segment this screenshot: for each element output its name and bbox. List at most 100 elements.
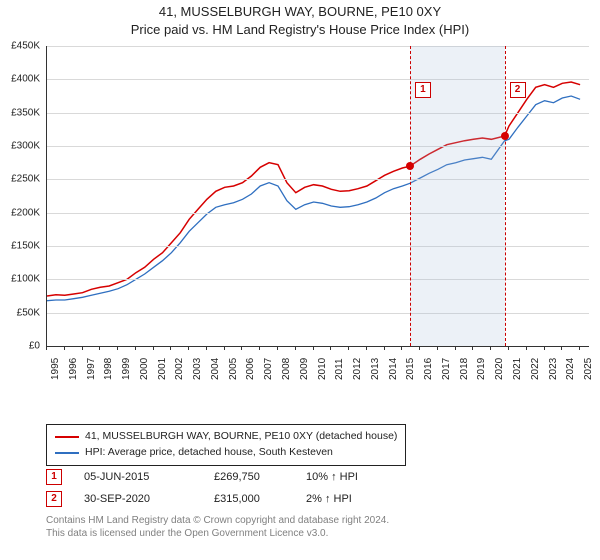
y-axis-label: £450K	[0, 41, 40, 52]
x-axis-label: 2004	[210, 358, 221, 380]
x-tick	[313, 346, 314, 350]
x-tick	[419, 346, 420, 350]
gridline	[47, 79, 589, 80]
x-tick	[455, 346, 456, 350]
footer-line1: Contains HM Land Registry data © Crown c…	[46, 514, 389, 527]
x-axis-label: 2017	[441, 358, 452, 380]
x-tick	[82, 346, 83, 350]
x-axis-label: 1998	[103, 358, 114, 380]
gridline	[47, 213, 589, 214]
sale-price: £269,750	[214, 471, 306, 483]
x-axis-label: 2021	[512, 358, 523, 380]
y-axis-label: £350K	[0, 107, 40, 118]
x-axis-label: 2001	[157, 358, 168, 380]
sales-row: 1 05-JUN-2015 £269,750 10% ↑ HPI	[46, 466, 406, 488]
x-axis-label: 2010	[317, 358, 328, 380]
x-tick	[64, 346, 65, 350]
gridline	[47, 313, 589, 314]
x-axis-label: 2014	[388, 358, 399, 380]
x-axis-label: 2009	[299, 358, 310, 380]
chart-title-sub: Price paid vs. HM Land Registry's House …	[0, 20, 600, 38]
x-tick	[490, 346, 491, 350]
x-tick	[241, 346, 242, 350]
x-axis-label: 2008	[281, 358, 292, 380]
x-axis-label: 2024	[565, 358, 576, 380]
sale-date: 30-SEP-2020	[84, 493, 214, 505]
sale-delta: 2% ↑ HPI	[306, 493, 406, 505]
x-axis-label: 2022	[530, 358, 541, 380]
x-axis-label: 2015	[405, 358, 416, 380]
footer-line2: This data is licensed under the Open Gov…	[46, 527, 389, 540]
line-svg	[47, 46, 589, 346]
x-tick	[366, 346, 367, 350]
x-tick	[188, 346, 189, 350]
legend-item: 41, MUSSELBURGH WAY, BOURNE, PE10 0XY (d…	[55, 429, 397, 445]
x-tick	[561, 346, 562, 350]
x-axis-label: 2013	[370, 358, 381, 380]
legend: 41, MUSSELBURGH WAY, BOURNE, PE10 0XY (d…	[46, 424, 406, 466]
plot-region: 12	[46, 46, 589, 347]
x-tick	[508, 346, 509, 350]
gridline	[47, 113, 589, 114]
y-axis-label: £100K	[0, 274, 40, 285]
x-axis-label: 1999	[121, 358, 132, 380]
sales-table: 1 05-JUN-2015 £269,750 10% ↑ HPI 2 30-SE…	[46, 466, 406, 510]
x-tick	[259, 346, 260, 350]
x-tick	[153, 346, 154, 350]
x-tick	[117, 346, 118, 350]
x-axis-label: 2003	[192, 358, 203, 380]
x-axis-label: 2016	[423, 358, 434, 380]
y-axis-label: £50K	[0, 307, 40, 318]
gridline	[47, 146, 589, 147]
x-axis-label: 1995	[50, 358, 61, 380]
x-axis-label: 2002	[174, 358, 185, 380]
gridline	[47, 279, 589, 280]
x-tick	[401, 346, 402, 350]
sale-date: 05-JUN-2015	[84, 471, 214, 483]
event-vline	[410, 46, 411, 346]
legend-swatch	[55, 452, 79, 454]
x-axis-label: 2018	[459, 358, 470, 380]
event-vline	[505, 46, 506, 346]
x-axis-label: 2012	[352, 358, 363, 380]
sale-price: £315,000	[214, 493, 306, 505]
gridline	[47, 179, 589, 180]
x-axis-label: 2005	[228, 358, 239, 380]
x-tick	[579, 346, 580, 350]
x-axis-label: 2023	[548, 358, 559, 380]
legend-swatch	[55, 436, 79, 438]
y-axis-label: £300K	[0, 141, 40, 152]
x-axis-label: 2011	[334, 358, 345, 380]
y-axis-label: £0	[0, 341, 40, 352]
y-axis-label: £250K	[0, 174, 40, 185]
sale-index-box: 2	[46, 491, 62, 507]
gridline	[47, 246, 589, 247]
sale-index-box: 1	[46, 469, 62, 485]
x-tick	[472, 346, 473, 350]
x-tick	[277, 346, 278, 350]
legend-label: 41, MUSSELBURGH WAY, BOURNE, PE10 0XY (d…	[85, 429, 397, 445]
x-tick	[526, 346, 527, 350]
x-axis-label: 2006	[245, 358, 256, 380]
chart-title-address: 41, MUSSELBURGH WAY, BOURNE, PE10 0XY	[0, 0, 600, 20]
legend-item: HPI: Average price, detached house, Sout…	[55, 445, 397, 461]
y-axis-label: £150K	[0, 241, 40, 252]
x-tick	[99, 346, 100, 350]
sale-point	[406, 162, 414, 170]
legend-label: HPI: Average price, detached house, Sout…	[85, 445, 333, 461]
event-marker: 2	[510, 82, 526, 98]
footer-copyright: Contains HM Land Registry data © Crown c…	[46, 514, 389, 540]
sales-row: 2 30-SEP-2020 £315,000 2% ↑ HPI	[46, 488, 406, 510]
x-tick	[384, 346, 385, 350]
x-tick	[544, 346, 545, 350]
x-axis-label: 1996	[68, 358, 79, 380]
x-axis-label: 2000	[139, 358, 150, 380]
x-tick	[348, 346, 349, 350]
chart-area: 12 1995199619971998199920002001200220032…	[46, 46, 588, 386]
x-tick	[46, 346, 47, 350]
sale-delta: 10% ↑ HPI	[306, 471, 406, 483]
x-tick	[295, 346, 296, 350]
x-axis-label: 2025	[583, 358, 594, 380]
sale-point	[501, 132, 509, 140]
x-tick	[437, 346, 438, 350]
